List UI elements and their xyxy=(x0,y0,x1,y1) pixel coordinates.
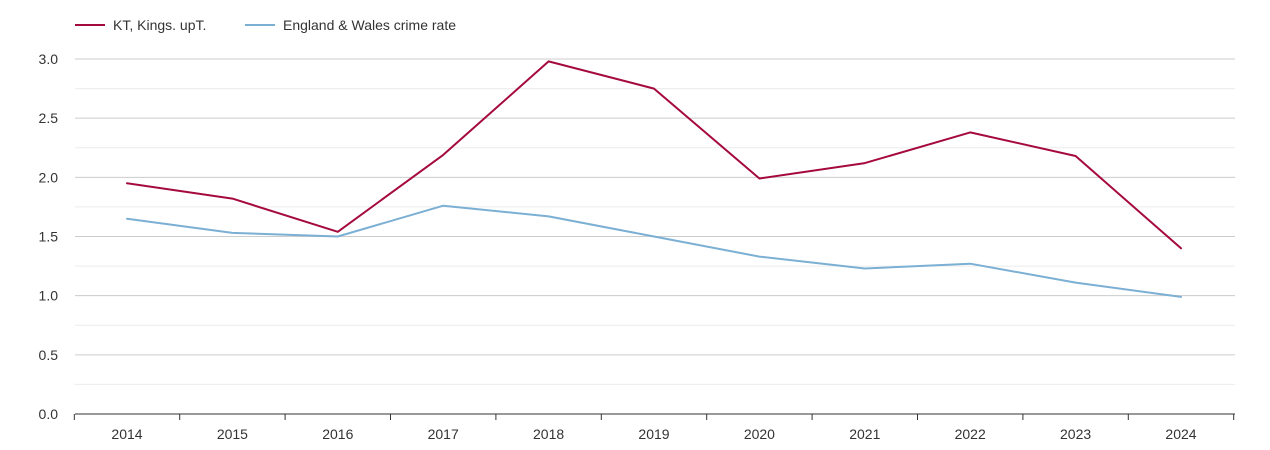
series-line-1 xyxy=(126,204,1182,298)
series-line-0 xyxy=(126,60,1182,250)
x-tick-label: 2017 xyxy=(428,426,459,442)
x-tick-label: 2014 xyxy=(111,426,142,442)
y-tick-label: 0.5 xyxy=(39,347,59,363)
y-tick-label: 1.5 xyxy=(39,229,59,245)
x-tick-label: 2023 xyxy=(1060,426,1091,442)
y-tick-label: 2.5 xyxy=(39,110,59,126)
legend-label: England & Wales crime rate xyxy=(283,17,456,33)
series-lines xyxy=(126,60,1182,298)
y-tick-label: 1.0 xyxy=(39,288,59,304)
x-tick-label: 2019 xyxy=(638,426,669,442)
grid xyxy=(75,58,1235,385)
y-tick-label: 3.0 xyxy=(39,51,59,67)
axes xyxy=(73,413,1235,420)
x-tick-label: 2016 xyxy=(322,426,353,442)
x-tick-label: 2022 xyxy=(955,426,986,442)
x-tick-label: 2021 xyxy=(849,426,880,442)
y-axis-tick-labels: 0.0 0.5 1.0 1.5 2.0 2.5 3.0 xyxy=(39,51,59,422)
legend: KT, Kings. upT. England & Wales crime rat… xyxy=(75,17,456,33)
x-axis-tick-labels: 2014 2015 2016 2017 2018 2019 2020 2021 2022 2023… xyxy=(111,426,1196,442)
x-tick-label: 2020 xyxy=(744,426,775,442)
x-tick-label: 2024 xyxy=(1165,426,1196,442)
legend-label: KT, Kings. upT. xyxy=(113,17,206,33)
y-tick-label: 0.0 xyxy=(39,406,59,422)
x-tick-label: 2015 xyxy=(217,426,248,442)
x-tick-label: 2018 xyxy=(533,426,564,442)
y-tick-label: 2.0 xyxy=(39,169,59,185)
